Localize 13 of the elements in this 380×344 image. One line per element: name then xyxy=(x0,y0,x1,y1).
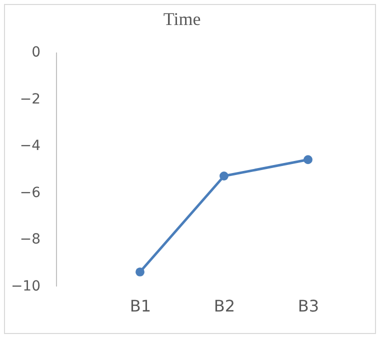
point xyxy=(304,155,312,164)
y-tick-label: −6 xyxy=(20,184,41,201)
y-tick-label: −4 xyxy=(20,138,41,154)
point xyxy=(220,172,228,180)
y-tick-label: −2 xyxy=(20,91,40,108)
y-tick-label: −8 xyxy=(20,232,40,248)
y-tick-label: 0 xyxy=(32,44,40,60)
y-tick-label: −10 xyxy=(10,278,40,294)
x-tick-label: B2 xyxy=(214,296,236,316)
x-tick-label: B3 xyxy=(298,296,320,316)
chart-title: Time xyxy=(163,9,201,29)
point xyxy=(136,267,144,276)
x-tick-label: B1 xyxy=(130,296,152,316)
